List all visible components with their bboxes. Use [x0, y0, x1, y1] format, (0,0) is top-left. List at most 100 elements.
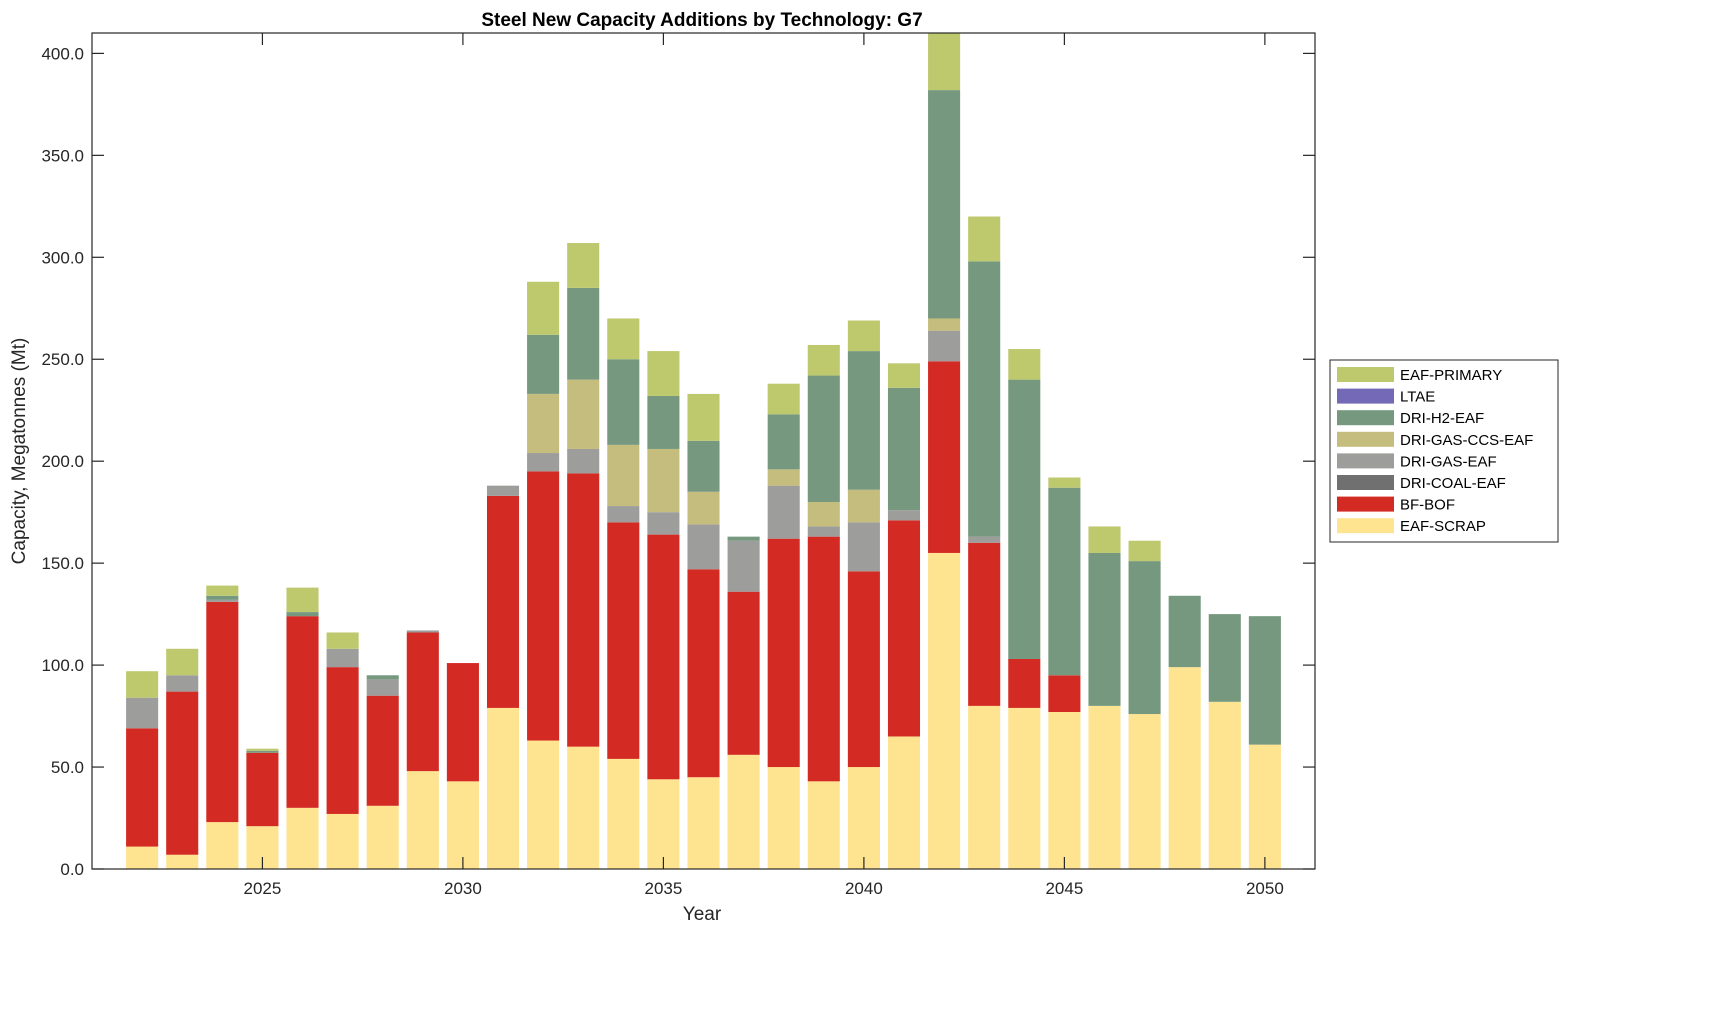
bar-segment-dri-gas-eaf-2040 [847, 522, 880, 572]
y-tick-label: 400.0 [41, 44, 84, 63]
bar-segment-eaf-scrap-2043 [968, 705, 1001, 869]
bar-segment-eaf-primary-2036 [687, 393, 720, 441]
bar-segment-dri-h2-eaf-2047 [1128, 561, 1161, 715]
bar-segment-eaf-scrap-2024 [206, 822, 239, 869]
bar-segment-dri-h2-eaf-2035 [647, 395, 680, 449]
x-axis-label: Year [683, 904, 722, 925]
bar-segment-eaf-scrap-2034 [607, 758, 640, 869]
y-tick-label: 100.0 [41, 656, 84, 675]
bar-segment-eaf-primary-2044 [1008, 349, 1041, 380]
bar-segment-eaf-scrap-2035 [647, 779, 680, 869]
bar-segment-dri-gas-ccs-eaf-2042 [928, 318, 961, 331]
bar-segment-eaf-scrap-2029 [406, 771, 439, 869]
bar-segment-bf-bof-2034 [607, 522, 640, 759]
bar-segment-eaf-scrap-2032 [527, 740, 560, 869]
legend-swatch-dri-h2-eaf [1337, 410, 1394, 426]
bar-segment-dri-h2-eaf-2048 [1168, 595, 1201, 668]
bar-segment-dri-h2-eaf-2039 [807, 375, 840, 502]
bar-segment-bf-bof-2041 [887, 520, 921, 737]
bar-segment-dri-h2-eaf-2025 [246, 750, 279, 753]
bar-segment-dri-gas-eaf-2034 [607, 506, 640, 523]
bar-segment-dri-gas-eaf-2029 [406, 630, 439, 633]
bar-segment-dri-gas-ccs-eaf-2032 [527, 393, 560, 454]
bar-segment-dri-h2-eaf-2050 [1248, 616, 1281, 745]
bar-segment-eaf-scrap-2037 [727, 754, 760, 869]
bar-segment-dri-gas-eaf-2035 [647, 512, 680, 535]
bar-segment-dri-h2-eaf-2044 [1008, 379, 1041, 659]
bar-segment-dri-gas-eaf-2036 [687, 524, 720, 570]
bar-segment-bf-bof-2044 [1008, 658, 1041, 708]
bar-segment-eaf-primary-2043 [968, 216, 1001, 262]
y-tick-label: 50.0 [51, 758, 84, 777]
bar-segment-bf-bof-2032 [527, 471, 560, 741]
bar-segment-bf-bof-2030 [446, 663, 479, 782]
bar-segment-bf-bof-2028 [366, 695, 399, 806]
bar-segment-bf-bof-2043 [968, 542, 1001, 706]
legend-label-bf-bof: BF-BOF [1400, 497, 1455, 514]
bar-segment-dri-gas-eaf-2043 [968, 536, 1001, 543]
bar-segment-eaf-primary-2025 [246, 748, 279, 751]
bar-segment-eaf-primary-2047 [1128, 540, 1161, 562]
legend-label-eaf-primary: EAF-PRIMARY [1400, 367, 1502, 384]
bar-segment-dri-gas-eaf-2032 [527, 453, 560, 472]
legend-swatch-dri-gas-eaf [1337, 453, 1394, 469]
bar-segment-dri-h2-eaf-2036 [687, 440, 720, 492]
legend-swatch-dri-coal-eaf [1337, 475, 1394, 490]
bar-segment-bf-bof-2040 [847, 571, 880, 768]
bar-segment-dri-h2-eaf-2038 [767, 414, 800, 470]
bar-segment-dri-gas-ccs-eaf-2038 [767, 469, 800, 486]
bar-segment-eaf-primary-2039 [807, 344, 840, 376]
bar-segment-dri-h2-eaf-2045 [1048, 487, 1081, 676]
bar-segment-bf-bof-2045 [1048, 675, 1081, 712]
y-tick-label: 250.0 [41, 350, 84, 369]
legend-swatch-eaf-primary [1337, 367, 1394, 382]
legend-label-dri-gas-eaf: DRI-GAS-EAF [1400, 453, 1497, 470]
bar-segment-dri-gas-eaf-2023 [166, 675, 199, 692]
bar-segment-eaf-scrap-2031 [486, 707, 520, 869]
bar-segment-bf-bof-2026 [286, 616, 319, 808]
bar-segment-dri-h2-eaf-2037 [727, 536, 760, 541]
y-tick-label: 150.0 [41, 554, 84, 573]
bar-segment-eaf-scrap-2046 [1088, 705, 1121, 869]
bar-segment-eaf-primary-2041 [887, 363, 921, 388]
bar-segment-eaf-primary-2040 [847, 320, 880, 352]
bar-segment-eaf-scrap-2039 [807, 781, 840, 869]
legend-label-ltae: LTAE [1400, 389, 1435, 406]
x-tick-label: 2045 [1045, 879, 1083, 898]
bar-segment-dri-gas-eaf-2022 [126, 697, 159, 729]
bar-segment-dri-h2-eaf-2028 [366, 675, 399, 680]
bar-segment-eaf-primary-2033 [567, 243, 600, 288]
bar-segment-dri-h2-eaf-2040 [847, 351, 880, 490]
x-tick-label: 2025 [244, 879, 282, 898]
bar-segment-eaf-primary-2024 [206, 585, 239, 596]
x-tick-label: 2040 [845, 879, 883, 898]
bar-segment-dri-gas-eaf-2041 [887, 510, 921, 521]
bar-segment-eaf-scrap-2040 [847, 767, 880, 869]
bar-segment-eaf-scrap-2023 [166, 854, 199, 869]
bar-segment-eaf-scrap-2038 [767, 767, 800, 869]
bar-segment-eaf-primary-2046 [1088, 526, 1121, 553]
bar-segment-eaf-primary-2042 [928, 33, 961, 91]
bar-segment-dri-gas-eaf-2027 [326, 648, 359, 668]
bar-segment-eaf-scrap-2047 [1128, 714, 1161, 869]
bar-segment-dri-h2-eaf-2024 [206, 595, 239, 600]
bar-segment-dri-gas-eaf-2037 [727, 540, 760, 592]
bar-segment-dri-gas-ccs-eaf-2040 [847, 489, 880, 523]
bar-segment-eaf-scrap-2045 [1048, 711, 1081, 869]
legend-box [1329, 359, 1559, 543]
legend-label-dri-h2-eaf: DRI-H2-EAF [1400, 410, 1484, 427]
bar-segment-dri-h2-eaf-2026 [286, 612, 319, 617]
bar-segment-eaf-scrap-2044 [1008, 707, 1041, 869]
chart-title: Steel New Capacity Additions by Technolo… [481, 10, 922, 31]
x-tick-label: 2035 [644, 879, 682, 898]
bar-segment-dri-gas-ccs-eaf-2034 [607, 444, 640, 507]
bar-segment-dri-h2-eaf-2049 [1208, 614, 1241, 702]
bar-segment-eaf-primary-2026 [286, 587, 319, 613]
bar-segment-dri-gas-eaf-2039 [807, 526, 840, 537]
x-axis: 2025 2030 2035 2040 2045 2050 [244, 33, 1284, 898]
legend-label-eaf-scrap: EAF-SCRAP [1400, 518, 1486, 535]
bar-segment-dri-gas-eaf-2042 [928, 330, 961, 362]
bar-segment-eaf-scrap-2026 [286, 807, 319, 869]
bar-segment-dri-gas-ccs-eaf-2033 [567, 379, 600, 449]
bar-segment-eaf-primary-2027 [326, 632, 359, 649]
